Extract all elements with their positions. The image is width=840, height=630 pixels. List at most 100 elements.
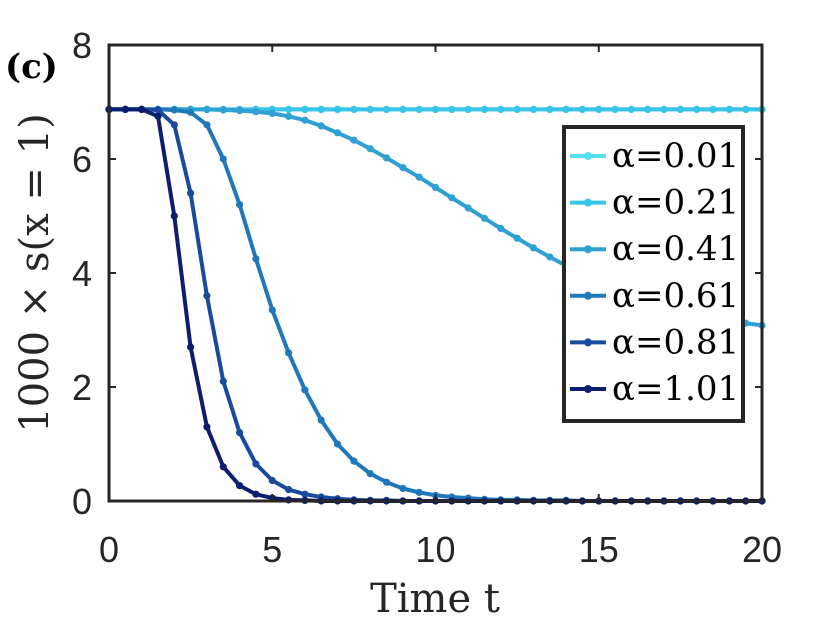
y-axis-label: 1000 × s(x = 1) — [12, 113, 58, 432]
x-tick-label: 20 — [742, 529, 782, 570]
data-point — [236, 107, 244, 115]
data-point — [187, 189, 195, 197]
data-point — [529, 244, 538, 252]
data-point — [350, 105, 358, 113]
data-point — [676, 105, 685, 113]
data-point — [366, 145, 374, 153]
x-tick-label: 5 — [262, 529, 282, 570]
legend-marker — [584, 385, 592, 393]
data-point — [627, 105, 636, 113]
data-point — [203, 121, 211, 129]
data-point — [317, 416, 325, 424]
data-point — [415, 173, 423, 181]
data-point — [480, 214, 489, 222]
data-point — [464, 204, 472, 212]
legend: α=0.01 α=0.21 α=0.41 α=0.61 α=0.81 α=1.01 — [562, 125, 745, 423]
data-point — [203, 423, 211, 431]
legend-item: α=0.21 — [570, 183, 739, 223]
legend-box — [562, 125, 745, 423]
data-point — [497, 224, 505, 233]
y-tick-label: 2 — [72, 367, 92, 408]
data-point — [611, 105, 619, 113]
data-point — [268, 476, 276, 485]
legend-item: α=1.01 — [570, 369, 739, 409]
data-point — [252, 255, 260, 263]
data-point — [285, 486, 293, 494]
data-point — [268, 306, 276, 314]
legend-marker — [584, 245, 592, 254]
data-point — [236, 201, 244, 209]
data-point — [219, 377, 227, 385]
legend-item: α=0.61 — [570, 276, 739, 316]
data-point — [448, 194, 456, 202]
legend-marker — [584, 152, 592, 160]
data-point — [138, 105, 146, 113]
data-point — [415, 488, 423, 496]
data-point — [219, 463, 227, 471]
data-point — [252, 490, 260, 498]
data-point — [431, 105, 440, 113]
data-point — [252, 108, 260, 116]
data-point — [285, 112, 293, 120]
legend-marker — [584, 338, 592, 347]
data-point — [317, 122, 325, 130]
legend-marker — [584, 291, 592, 300]
data-point — [203, 292, 211, 300]
data-point — [236, 482, 244, 490]
data-point — [725, 105, 734, 113]
x-tick-label: 10 — [415, 529, 455, 570]
data-point — [399, 164, 407, 172]
legend-label: α=0.81 — [612, 322, 739, 362]
data-point — [497, 105, 505, 113]
y-axis: 0 2 4 6 8 — [72, 25, 762, 522]
data-point — [513, 234, 521, 242]
x-axis: 0 5 10 15 20 — [99, 45, 782, 570]
data-point — [121, 105, 129, 113]
data-point — [154, 106, 162, 114]
data-point — [480, 105, 489, 113]
y-tick-label: 8 — [72, 25, 92, 66]
data-point — [154, 112, 162, 120]
data-point — [415, 105, 423, 113]
legend-label: α=0.41 — [612, 229, 739, 269]
data-point — [350, 457, 358, 465]
data-point — [742, 105, 750, 113]
data-point — [399, 105, 407, 113]
data-point — [219, 155, 227, 163]
data-point — [546, 105, 554, 113]
data-point — [595, 105, 603, 113]
legend-label: α=0.21 — [612, 183, 739, 223]
data-point — [268, 109, 276, 117]
legend-label: α=0.61 — [612, 276, 739, 316]
y-tick-label: 0 — [72, 481, 92, 522]
data-point — [366, 470, 374, 478]
data-point — [448, 105, 456, 113]
data-point — [513, 105, 521, 113]
data-point — [350, 136, 358, 144]
legend-item: α=0.01 — [570, 136, 739, 176]
data-point — [285, 349, 293, 357]
data-point — [187, 343, 195, 351]
data-point — [301, 386, 309, 394]
x-axis-label: Time t — [370, 576, 500, 622]
data-point — [219, 106, 227, 114]
data-point — [170, 212, 178, 220]
legend-marker — [584, 198, 592, 207]
data-point — [546, 253, 554, 261]
legend-label: α=1.01 — [612, 369, 739, 409]
data-point — [203, 105, 211, 113]
data-point — [170, 121, 178, 129]
data-point — [431, 183, 440, 192]
data-point — [252, 460, 260, 468]
data-point — [562, 105, 570, 113]
data-point — [317, 105, 325, 113]
legend-label: α=0.01 — [612, 136, 739, 176]
data-point — [333, 105, 342, 113]
data-point — [236, 429, 244, 437]
data-point — [382, 478, 391, 486]
data-point — [709, 105, 717, 113]
data-point — [187, 108, 195, 116]
data-point — [301, 490, 309, 498]
data-point — [693, 105, 701, 113]
data-point — [578, 105, 587, 113]
